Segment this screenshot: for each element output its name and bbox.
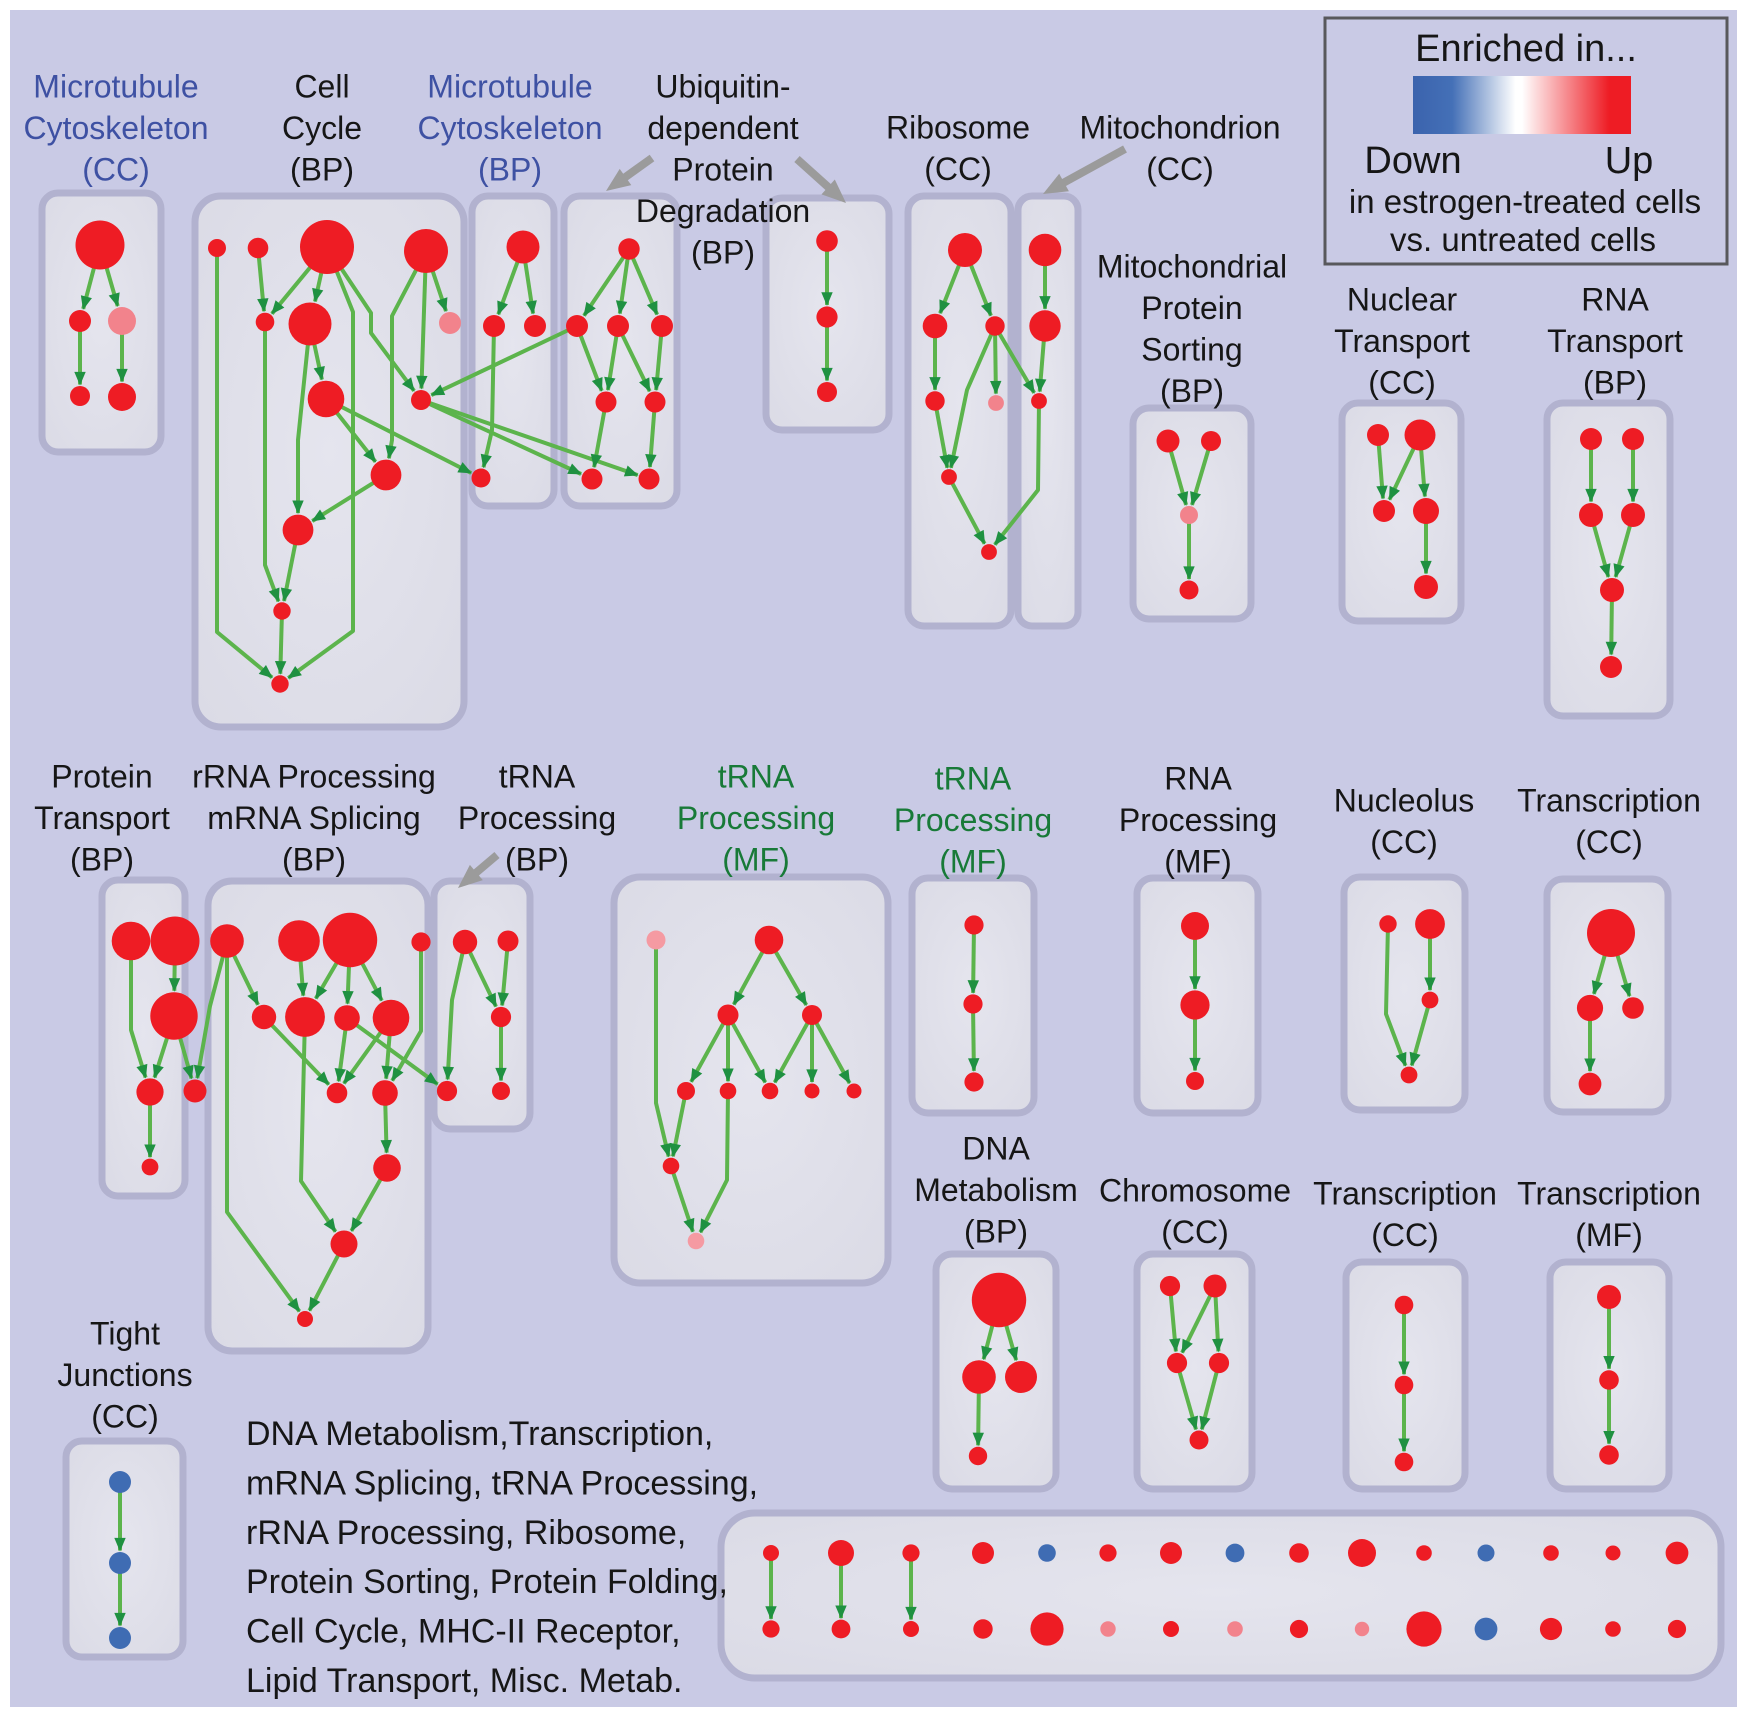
svg-text:Protein: Protein bbox=[672, 152, 773, 188]
svg-text:in estrogen-treated cells: in estrogen-treated cells bbox=[1349, 183, 1701, 220]
svg-text:Down: Down bbox=[1364, 140, 1461, 182]
svg-text:(CC): (CC) bbox=[1370, 824, 1438, 860]
svg-text:Transcription: Transcription bbox=[1517, 1176, 1701, 1212]
svg-text:Nuclear: Nuclear bbox=[1347, 282, 1458, 318]
svg-text:Processing: Processing bbox=[458, 800, 616, 836]
svg-text:Enriched in...: Enriched in... bbox=[1415, 28, 1637, 70]
svg-text:(BP): (BP) bbox=[70, 842, 134, 878]
svg-text:Mitochondrion: Mitochondrion bbox=[1080, 110, 1281, 146]
svg-text:Mitochondrial: Mitochondrial bbox=[1097, 249, 1287, 285]
svg-text:(CC): (CC) bbox=[1146, 151, 1214, 187]
svg-text:DNA Metabolism,Transcription,: DNA Metabolism,Transcription, bbox=[246, 1415, 713, 1453]
svg-text:Cycle: Cycle bbox=[282, 110, 362, 146]
svg-text:tRNA: tRNA bbox=[935, 761, 1012, 797]
svg-text:rRNA Processing, Ribosome,: rRNA Processing, Ribosome, bbox=[246, 1514, 686, 1552]
svg-text:Cell Cycle, MHC-II Receptor,: Cell Cycle, MHC-II Receptor, bbox=[246, 1613, 681, 1651]
svg-text:Protein: Protein bbox=[51, 759, 152, 795]
svg-text:Tight: Tight bbox=[90, 1316, 160, 1352]
svg-text:Transport: Transport bbox=[1334, 323, 1470, 359]
svg-text:Processing: Processing bbox=[677, 800, 835, 836]
svg-text:(CC): (CC) bbox=[1575, 824, 1643, 860]
svg-text:Protein Sorting, Protein Foldi: Protein Sorting, Protein Folding, bbox=[246, 1563, 728, 1601]
svg-text:RNA: RNA bbox=[1164, 761, 1232, 797]
svg-text:(CC): (CC) bbox=[91, 1399, 159, 1435]
svg-text:Processing: Processing bbox=[894, 802, 1052, 838]
svg-text:(BP): (BP) bbox=[1583, 365, 1647, 401]
svg-text:Processing: Processing bbox=[1119, 802, 1277, 838]
svg-text:Metabolism: Metabolism bbox=[914, 1172, 1078, 1208]
svg-text:(BP): (BP) bbox=[1160, 373, 1224, 409]
svg-text:Chromosome: Chromosome bbox=[1099, 1173, 1291, 1209]
svg-text:(BP): (BP) bbox=[290, 152, 354, 188]
svg-text:mRNA Splicing, tRNA Processing: mRNA Splicing, tRNA Processing, bbox=[246, 1464, 758, 1502]
svg-text:(BP): (BP) bbox=[478, 152, 542, 188]
svg-text:(BP): (BP) bbox=[691, 235, 755, 271]
svg-text:Ubiquitin-: Ubiquitin- bbox=[655, 69, 790, 105]
svg-text:(CC): (CC) bbox=[1161, 1214, 1229, 1250]
svg-text:(MF): (MF) bbox=[939, 844, 1007, 880]
svg-text:Microtubule: Microtubule bbox=[33, 69, 198, 105]
svg-text:Cell: Cell bbox=[294, 69, 349, 105]
svg-text:(BP): (BP) bbox=[282, 842, 346, 878]
svg-text:rRNA Processing: rRNA Processing bbox=[192, 759, 436, 795]
svg-text:(MF): (MF) bbox=[722, 842, 790, 878]
svg-text:tRNA: tRNA bbox=[718, 759, 795, 795]
svg-text:RNA: RNA bbox=[1581, 282, 1649, 318]
svg-text:(MF): (MF) bbox=[1164, 844, 1232, 880]
svg-text:Junctions: Junctions bbox=[57, 1357, 192, 1393]
svg-text:Protein: Protein bbox=[1141, 290, 1242, 326]
svg-text:(BP): (BP) bbox=[505, 842, 569, 878]
svg-text:Cytoskeleton: Cytoskeleton bbox=[418, 110, 603, 146]
svg-text:vs. untreated cells: vs. untreated cells bbox=[1390, 221, 1656, 258]
svg-text:Degradation: Degradation bbox=[636, 193, 810, 229]
svg-text:Up: Up bbox=[1605, 140, 1654, 182]
svg-text:(CC): (CC) bbox=[924, 151, 992, 187]
svg-text:Microtubule: Microtubule bbox=[427, 69, 592, 105]
svg-text:Lipid Transport, Misc. Metab.: Lipid Transport, Misc. Metab. bbox=[246, 1662, 683, 1700]
svg-text:Transcription: Transcription bbox=[1517, 783, 1701, 819]
svg-text:(BP): (BP) bbox=[964, 1214, 1028, 1250]
svg-text:tRNA: tRNA bbox=[499, 759, 576, 795]
svg-text:(CC): (CC) bbox=[82, 152, 150, 188]
svg-text:mRNA Splicing: mRNA Splicing bbox=[207, 800, 420, 836]
svg-text:Transport: Transport bbox=[1547, 323, 1683, 359]
svg-text:Nucleolus: Nucleolus bbox=[1334, 783, 1475, 819]
svg-text:(CC): (CC) bbox=[1371, 1217, 1439, 1253]
svg-text:(MF): (MF) bbox=[1575, 1217, 1643, 1253]
svg-text:Cytoskeleton: Cytoskeleton bbox=[24, 110, 209, 146]
svg-text:DNA: DNA bbox=[962, 1131, 1030, 1167]
svg-text:dependent: dependent bbox=[647, 110, 798, 146]
svg-text:(CC): (CC) bbox=[1368, 365, 1436, 401]
svg-text:Transport: Transport bbox=[34, 800, 170, 836]
svg-text:Transcription: Transcription bbox=[1313, 1176, 1497, 1212]
svg-text:Ribosome: Ribosome bbox=[886, 110, 1030, 146]
svg-text:Sorting: Sorting bbox=[1141, 332, 1242, 368]
